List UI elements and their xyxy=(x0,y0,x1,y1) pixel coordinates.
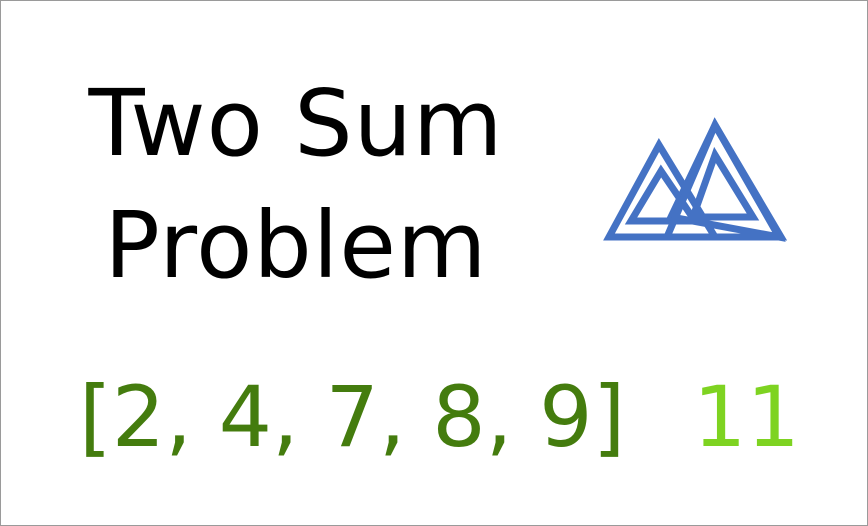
twin-peaks-triangle-icon xyxy=(603,117,788,242)
right-peak-frame xyxy=(661,117,788,241)
right-peak-inner xyxy=(688,146,760,221)
example-array: [2, 4, 7, 8, 9] xyxy=(79,368,626,466)
page-title: Two Sum Problem xyxy=(31,63,561,307)
title-line-1: Two Sum xyxy=(88,70,504,177)
title-line-2: Problem xyxy=(104,192,488,299)
example-target: 11 xyxy=(693,368,800,466)
